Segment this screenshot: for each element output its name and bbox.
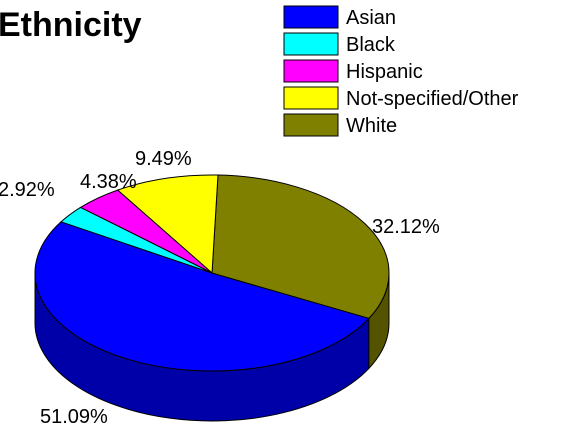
pie-top-group [34, 174, 390, 372]
legend-label-black: Black [346, 34, 396, 56]
slice-label-hispanic: 4.38% [80, 171, 137, 193]
pie-label-group: 51.09% 2.92% 4.38%9.49% 32.12% [0, 148, 440, 428]
pie-slice-not-specified-other [116, 174, 219, 275]
pie-slice-asian [34, 221, 370, 372]
slice-label-black: 2.92% [0, 179, 55, 201]
legend-swatch-white [283, 113, 339, 137]
legend-label-not-specified-other: Not-specified/Other [346, 88, 519, 110]
legend-label-hispanic: Hispanic [346, 61, 423, 83]
slice-label-white: 32.12% [372, 216, 440, 238]
legend-swatch-not-specified-other [283, 86, 339, 110]
legend-swatch-asian [283, 5, 339, 29]
legend-label-white: White [346, 115, 397, 137]
chart-title: Ethnicity [0, 6, 142, 44]
legend-swatch-black [283, 32, 339, 56]
legend: Asian Black Hispanic Not-specified/Other Whi… [283, 5, 519, 137]
slice-label-not-specified-other: 9.49% [135, 148, 192, 170]
legend-label-asian: Asian [346, 7, 396, 29]
slice-label-asian: 51.09% [40, 406, 108, 428]
legend-swatch-hispanic [283, 59, 339, 83]
pie-slice-white [211, 174, 390, 319]
pie-slice-black [60, 206, 213, 274]
